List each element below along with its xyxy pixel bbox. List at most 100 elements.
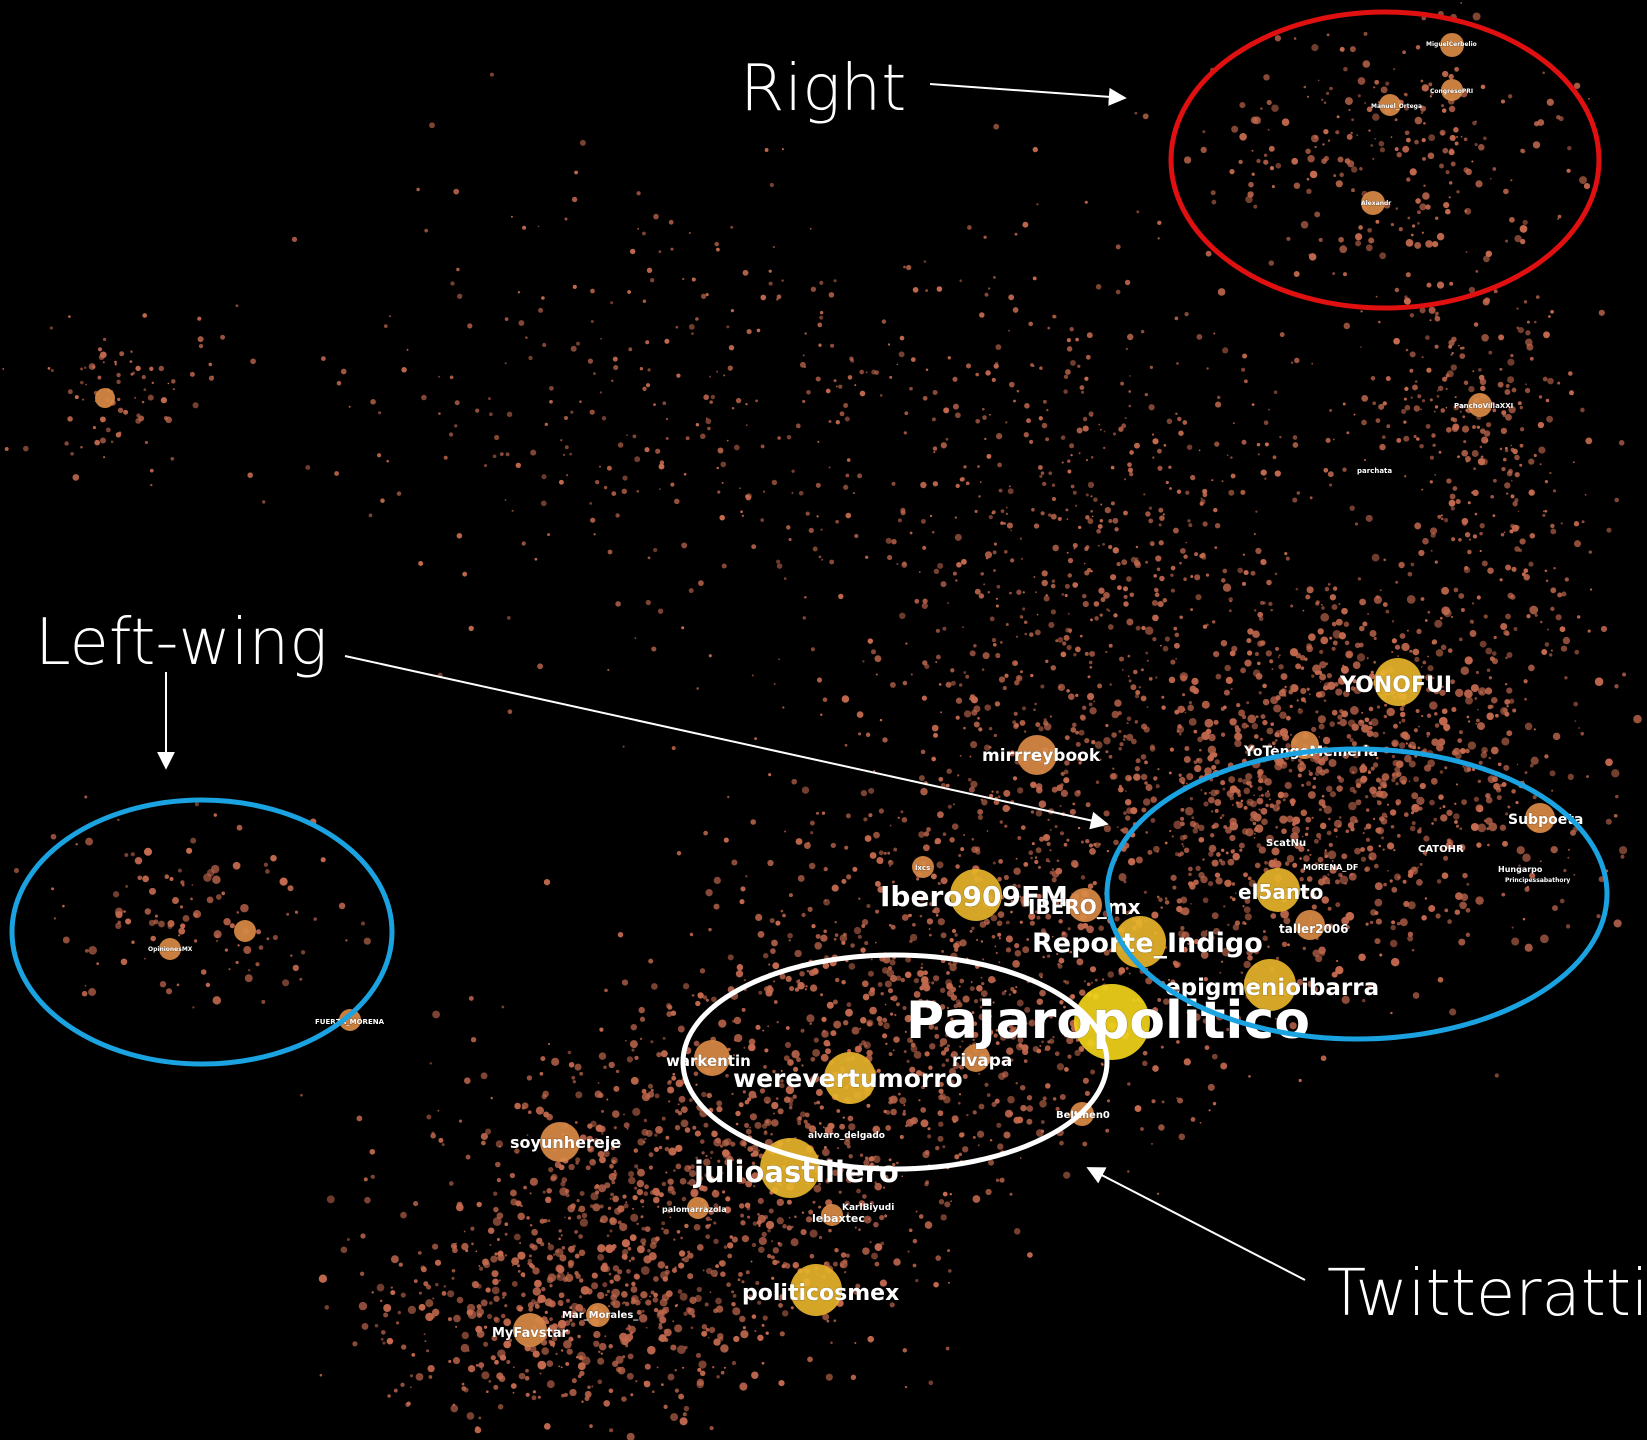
small-node [820, 713, 823, 716]
small-node [481, 1140, 486, 1146]
small-node [597, 1244, 606, 1253]
small-node [619, 1222, 628, 1232]
small-node [1479, 549, 1482, 553]
small-node [235, 304, 239, 308]
small-node [1426, 731, 1431, 736]
small-node [1222, 583, 1232, 592]
small-node [1121, 827, 1129, 834]
small-node [922, 545, 927, 550]
small-node [818, 1121, 822, 1125]
small-node [1416, 628, 1422, 635]
small-node [416, 187, 420, 192]
small-node [1528, 664, 1535, 672]
small-node [592, 1203, 601, 1212]
small-node [512, 1391, 515, 1394]
small-node [1291, 826, 1301, 835]
small-node [1065, 369, 1071, 375]
small-node [1068, 1031, 1072, 1035]
small-node [696, 1244, 704, 1251]
small-node [1055, 1106, 1060, 1111]
small-node [653, 213, 659, 220]
small-node [741, 1235, 749, 1243]
small-node [899, 612, 906, 620]
small-node [657, 1261, 666, 1269]
small-node [978, 1072, 981, 1075]
small-node [1286, 236, 1291, 241]
small-node [672, 1169, 676, 1172]
small-node [1292, 497, 1298, 503]
small-node [1237, 567, 1244, 574]
small-node [959, 754, 962, 757]
small-node [648, 1252, 657, 1261]
small-node [773, 682, 776, 686]
small-node [1453, 127, 1459, 133]
small-node [952, 376, 958, 382]
small-node [400, 1292, 406, 1298]
small-node [839, 411, 845, 417]
small-node [150, 483, 153, 487]
small-node [1069, 950, 1073, 954]
small-node [866, 903, 871, 909]
small-node [672, 1320, 675, 1323]
small-node [939, 1038, 948, 1046]
small-node [1311, 674, 1315, 678]
small-node [1460, 404, 1465, 409]
small-node [528, 355, 533, 361]
small-node [745, 875, 748, 878]
small-node [1536, 295, 1540, 299]
small-node [1113, 613, 1118, 618]
small-node [1455, 824, 1460, 828]
small-node [1067, 927, 1071, 931]
small-node [633, 1273, 640, 1280]
small-node [1316, 832, 1322, 839]
small-node [479, 1266, 484, 1271]
small-node [603, 1400, 611, 1407]
small-node [876, 1068, 881, 1073]
small-node [1019, 1084, 1026, 1091]
small-node [909, 939, 913, 944]
small-node [932, 389, 938, 396]
small-node [1350, 826, 1355, 832]
small-node [809, 1022, 812, 1026]
small-node [114, 363, 117, 366]
small-node [94, 439, 101, 446]
small-node [380, 498, 385, 503]
small-node [1475, 670, 1479, 675]
small-node [270, 854, 277, 862]
small-node [1305, 594, 1311, 600]
small-node [1019, 537, 1023, 540]
small-node [680, 1236, 683, 1240]
small-node [955, 715, 960, 720]
small-node [803, 365, 807, 369]
small-node [924, 1181, 929, 1187]
small-node [684, 1127, 691, 1133]
small-node [363, 1177, 368, 1182]
small-node [963, 671, 967, 674]
small-node [984, 704, 991, 711]
small-node [1306, 781, 1312, 787]
small-node [1313, 173, 1316, 176]
small-node [701, 1091, 707, 1098]
small-node [866, 1103, 871, 1108]
small-node [984, 437, 987, 441]
small-node [679, 1292, 688, 1301]
small-node [915, 1210, 918, 1213]
small-node [499, 452, 504, 456]
small-node [1174, 632, 1180, 638]
small-node [1314, 145, 1317, 149]
small-node [1431, 738, 1439, 747]
small-node [313, 917, 317, 921]
small-node [657, 1205, 660, 1208]
small-node [776, 1198, 784, 1207]
small-node [567, 1245, 575, 1253]
small-node [831, 884, 839, 892]
small-node [632, 1207, 634, 1210]
small-node [1117, 786, 1124, 793]
small-node [1041, 422, 1048, 429]
small-node [708, 1209, 715, 1215]
small-node [958, 985, 961, 988]
small-node [1431, 822, 1434, 825]
small-node [1140, 329, 1145, 334]
small-node [844, 1200, 850, 1206]
small-node [750, 1152, 755, 1157]
